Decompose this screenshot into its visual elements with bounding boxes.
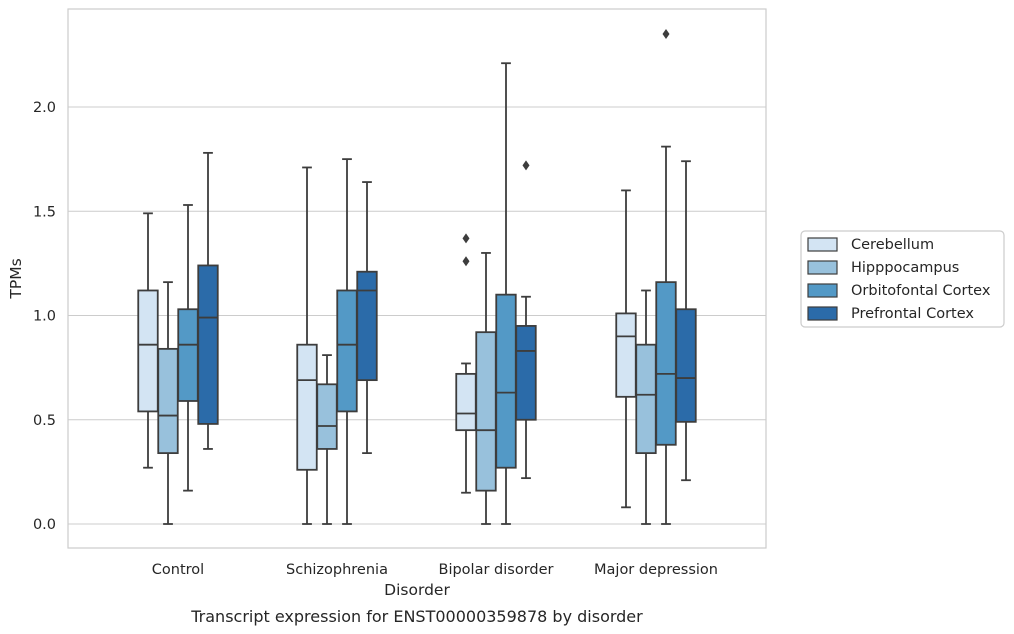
box <box>316 354 338 525</box>
legend: Cerebellum Hipppocampus Orbitofontal Corte… <box>800 230 1005 328</box>
box <box>475 252 497 525</box>
x-tick-label: Schizophrenia <box>286 562 388 578</box>
box-body <box>675 308 697 423</box>
legend-swatch <box>807 306 838 321</box>
legend-label: Cerebellum <box>851 237 934 253</box>
box-body <box>296 343 318 471</box>
x-tick-labels: Control Schizophrenia Bipolar disorder Majo… <box>152 562 718 578</box>
x-tick-label: Control <box>152 562 204 578</box>
legend-label: Hipppocampus <box>851 260 959 276</box>
box-body <box>356 270 378 382</box>
legend-item: Orbitofontal Cortex <box>807 283 991 299</box>
legend-item: Hipppocampus <box>807 260 959 276</box>
box-body <box>475 331 497 492</box>
box <box>655 29 677 525</box>
outlier-point <box>462 233 470 244</box>
box-body <box>655 281 677 446</box>
y-tick-label: 1.5 <box>33 204 56 220</box>
box <box>197 151 219 450</box>
outlier-point <box>662 29 670 40</box>
y-axis-title: TPMs <box>7 258 25 299</box>
box-body <box>157 347 179 455</box>
y-tick-labels: 0.0 0.5 1.0 1.5 2.0 <box>33 100 56 533</box>
outlier-point <box>522 160 530 171</box>
box-body <box>635 343 657 455</box>
x-axis-title: Disorder <box>384 581 450 599</box>
x-tick-label: Bipolar disorder <box>439 562 554 578</box>
box <box>675 160 697 482</box>
box-body <box>455 372 477 432</box>
legend-item: Cerebellum <box>807 237 934 253</box>
outlier-point <box>462 256 470 267</box>
x-tick-label: Major depression <box>594 562 718 578</box>
y-tick-label: 0.5 <box>33 413 56 429</box>
plot-frame <box>67 8 767 549</box>
y-tick-label: 1.0 <box>33 309 56 325</box>
box-body <box>336 289 358 413</box>
series-prefrontal-cortex <box>197 151 697 482</box>
y-tick-label: 0.0 <box>33 517 56 533</box>
legend-label: Prefrontal Cortex <box>851 306 974 322</box>
series-orbitofontal-cortex <box>177 29 677 525</box>
box-body <box>177 308 199 402</box>
box <box>336 158 358 525</box>
legend-label: Orbitofontal Cortex <box>851 283 991 299</box>
box-body <box>316 383 338 450</box>
y-tick-label: 2.0 <box>33 100 56 116</box>
series-hipppocampus <box>157 252 657 525</box>
plot-area <box>68 9 766 548</box>
legend-swatch <box>807 260 838 275</box>
legend-swatch <box>807 237 838 252</box>
box <box>635 289 657 525</box>
legend-item: Prefrontal Cortex <box>807 306 974 322</box>
box <box>515 160 537 480</box>
box <box>615 189 637 509</box>
box <box>296 166 318 525</box>
chart-caption: Transcript expression for ENST0000035987… <box>190 607 643 626</box>
box <box>177 204 199 492</box>
box-body <box>197 264 219 425</box>
box <box>356 181 378 455</box>
box-body <box>137 289 159 413</box>
legend-frame <box>800 230 1005 328</box>
box-body <box>495 293 517 469</box>
box <box>455 233 477 494</box>
legend-swatch <box>807 283 838 298</box>
box-body <box>515 325 537 421</box>
box-series <box>137 29 697 525</box>
box-body <box>615 312 637 398</box>
